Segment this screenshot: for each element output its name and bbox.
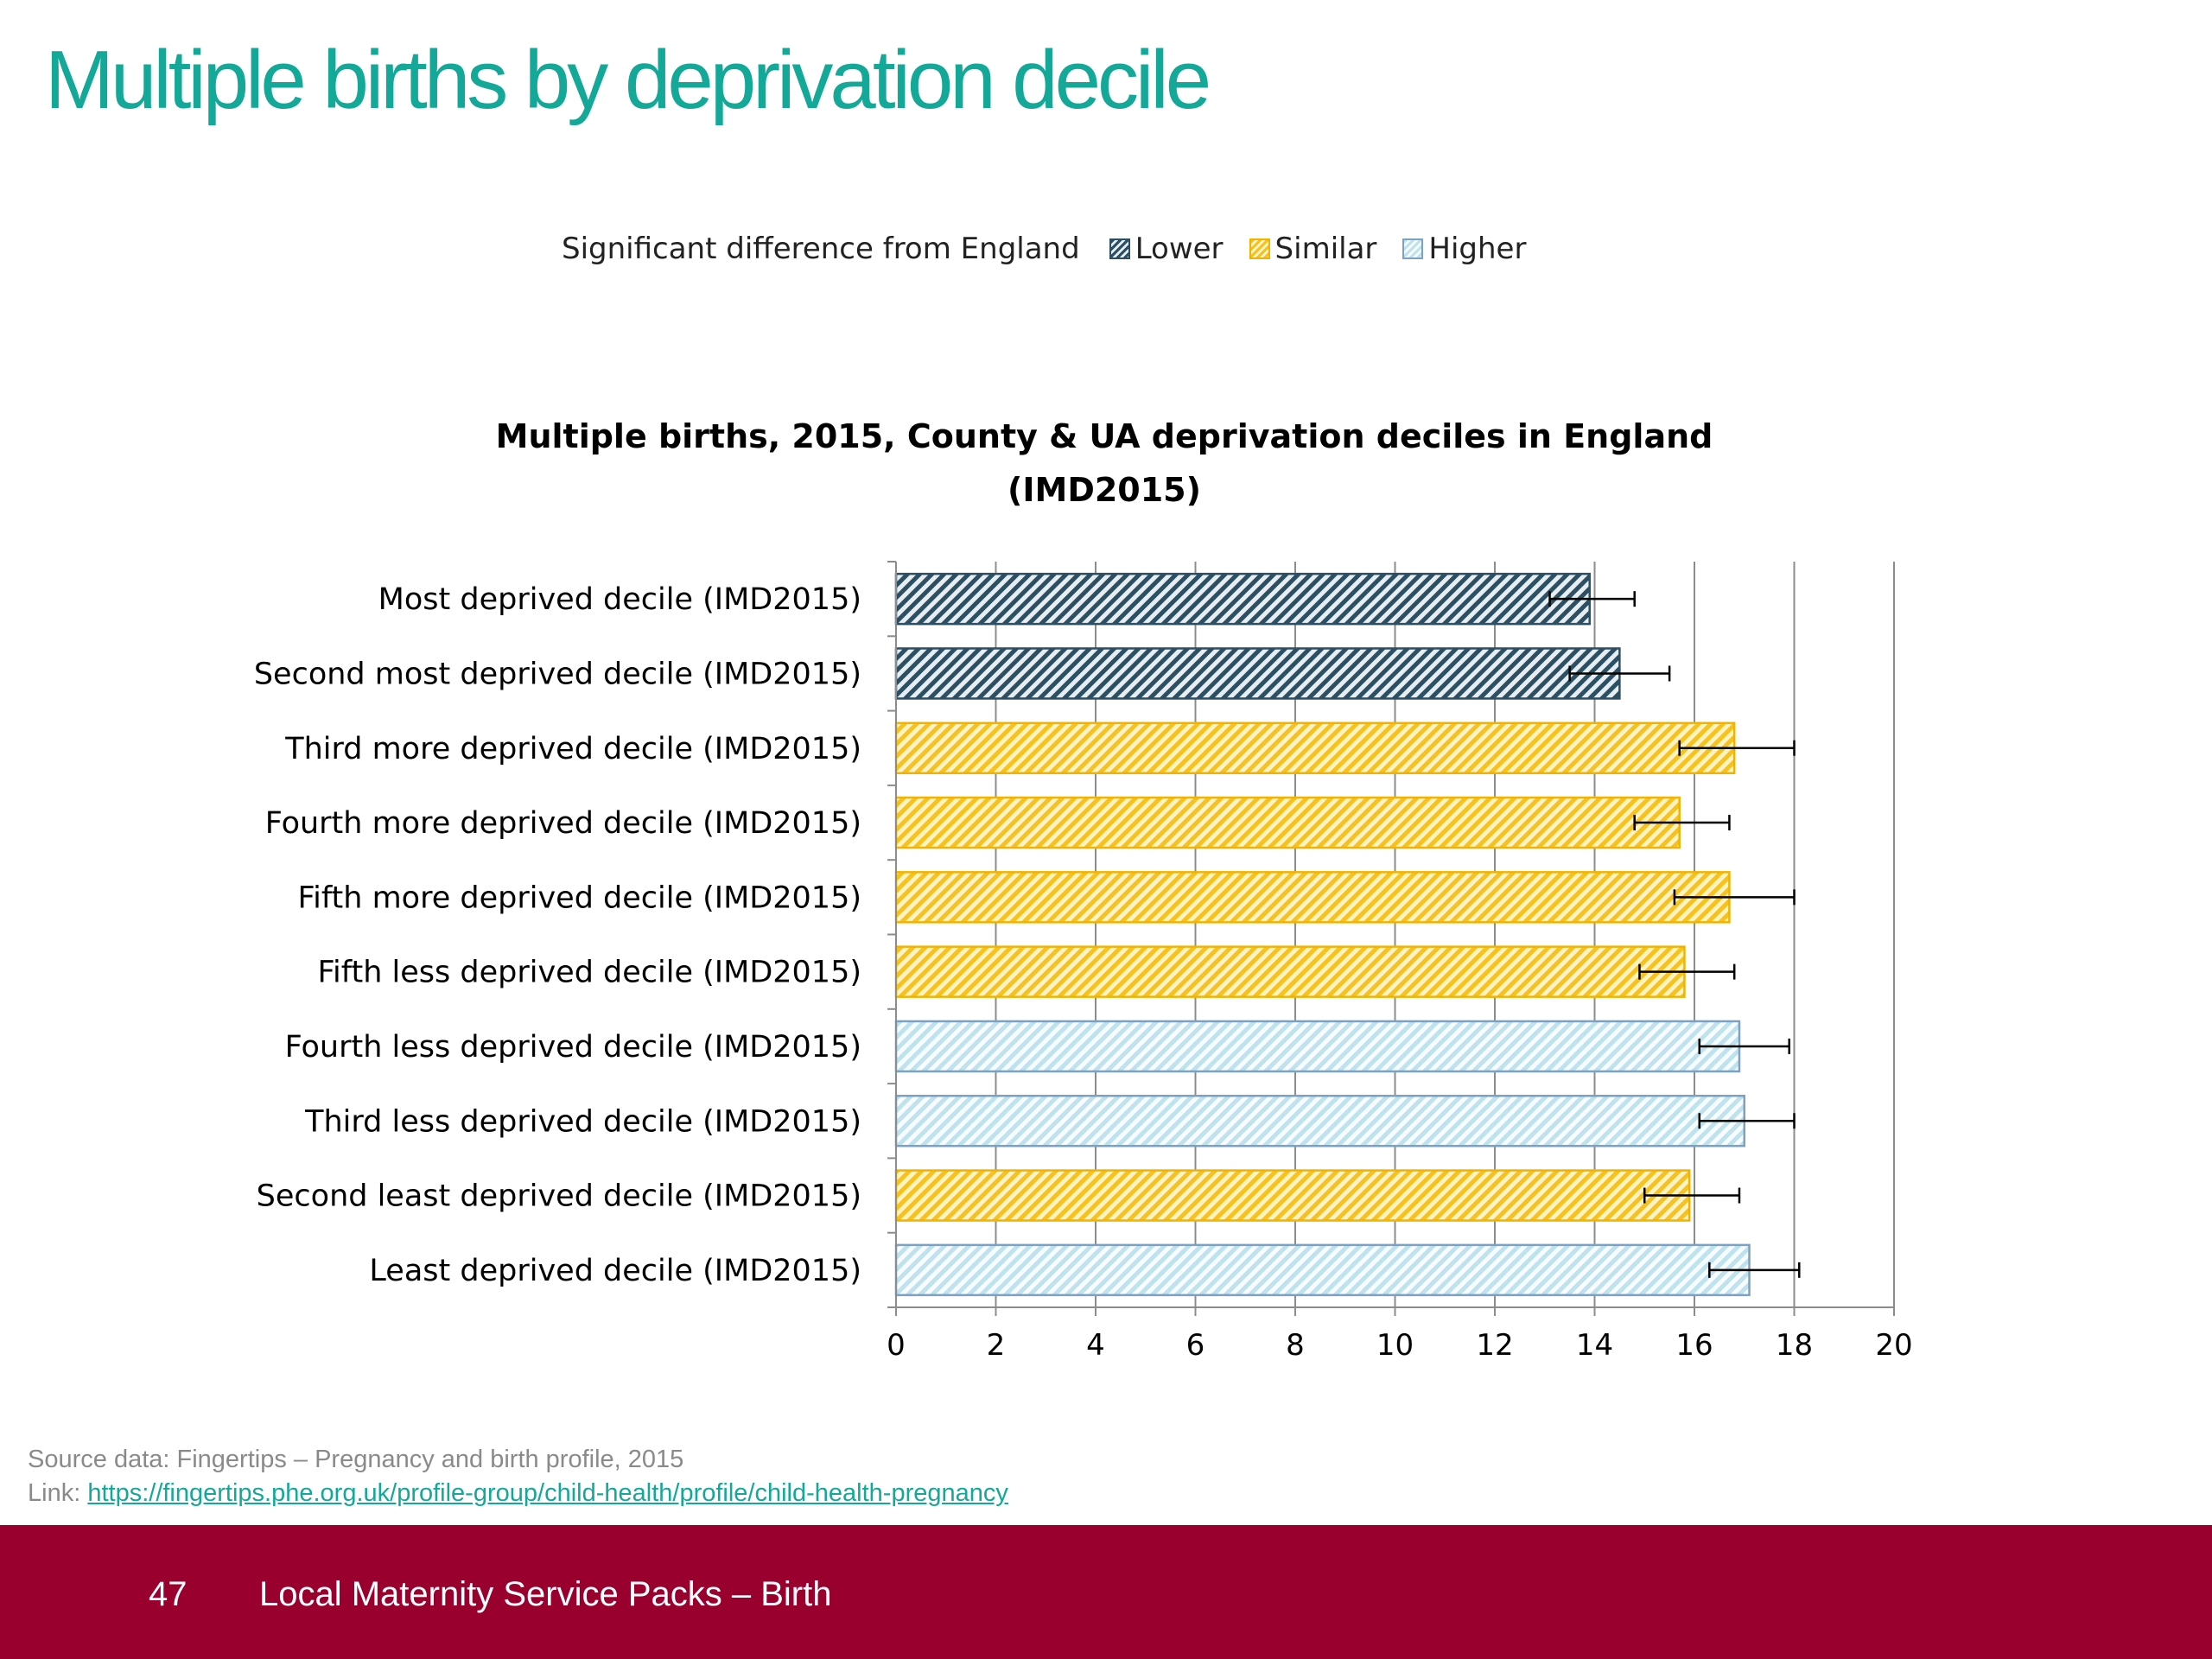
error-bars (1548, 591, 1801, 1278)
legend-item-higher: Higher (1402, 232, 1526, 266)
page-number: 47 (149, 1575, 188, 1613)
x-tick-label: 18 (1776, 1328, 1813, 1363)
x-tick-label: 4 (1086, 1328, 1105, 1363)
x-tick-label: 2 (987, 1328, 1006, 1363)
source-text: Source data: Fingertips – Pregnancy and … (28, 1446, 684, 1473)
legend-label-higher: Higher (1428, 232, 1527, 266)
bar-similar (894, 721, 1736, 774)
bar-higher (894, 1020, 1741, 1073)
bar-similar (894, 1169, 1691, 1222)
footer-bar (0, 1525, 2212, 1659)
source-link[interactable]: https://fingertips.phe.org.uk/profile-gr… (87, 1479, 1008, 1507)
source-link-line: Link: https://fingertips.phe.org.uk/prof… (28, 1477, 1008, 1510)
legend-label-lower: Lower (1135, 232, 1224, 266)
x-tick-label: 0 (887, 1328, 906, 1363)
category-labels: Most deprived decile (IMD2015) Second mos… (254, 582, 861, 1288)
x-tick-label: 14 (1576, 1328, 1613, 1363)
category-label: Second least deprived decile (IMD2015) (257, 1179, 861, 1214)
source-note: Source data: Fingertips – Pregnancy and … (28, 1443, 1008, 1510)
category-label: Fifth more deprived decile (IMD2015) (298, 880, 861, 915)
category-label: Fourth less deprived decile (IMD2015) (285, 1030, 861, 1065)
bar-similar (894, 871, 1731, 924)
footer-text: Local Maternity Service Packs – Birth (259, 1575, 832, 1613)
legend-item-lower: Lower (1109, 232, 1224, 266)
legend-swatch-similar (1249, 238, 1270, 259)
x-tick-labels: 0 2 4 6 8 10 12 14 16 18 20 (887, 1328, 1912, 1363)
category-label: Third less deprived decile (IMD2015) (304, 1104, 861, 1139)
x-tick-label: 6 (1186, 1328, 1205, 1363)
category-label: Fourth more deprived decile (IMD2015) (265, 806, 861, 841)
legend-label-similar: Similar (1274, 232, 1377, 266)
x-tick-label: 16 (1675, 1328, 1713, 1363)
bars (894, 572, 1751, 1297)
x-tick-label: 12 (1476, 1328, 1513, 1363)
chart-title-line-2: (IMD2015) (1007, 471, 1201, 509)
category-label: Most deprived decile (IMD2015) (378, 582, 861, 617)
bar-lower (894, 572, 1591, 626)
chart-title-line-1: Multiple births, 2015, County & UA depri… (496, 417, 1713, 455)
legend-item-similar: Similar (1249, 232, 1377, 266)
bar-similar (894, 796, 1681, 849)
bar-chart: Multiple births, 2015, County & UA depri… (254, 417, 1913, 1363)
category-label: Second most deprived decile (IMD2015) (254, 657, 861, 691)
bar-higher (894, 1095, 1745, 1147)
bar-higher (894, 1243, 1751, 1297)
bar-similar (894, 945, 1686, 998)
legend-swatch-higher (1402, 238, 1424, 259)
x-tick-label: 20 (1875, 1328, 1912, 1363)
legend-swatch-lower (1109, 238, 1130, 259)
axes (887, 561, 1895, 1316)
slide-title: Multiple births by deprivation decile (45, 34, 1211, 126)
x-tick-label: 10 (1376, 1328, 1414, 1363)
category-label: Least deprived decile (IMD2015) (369, 1254, 861, 1288)
category-label: Third more deprived decile (IMD2015) (284, 732, 861, 766)
bar-lower (894, 647, 1621, 700)
legend-title: Significant difference from England (562, 232, 1080, 266)
source-link-prefix: Link: (28, 1479, 88, 1507)
chart-legend: Significant difference from England Lowe… (562, 226, 1552, 271)
category-label: Fifth less deprived decile (IMD2015) (317, 956, 861, 990)
x-tick-label: 8 (1286, 1328, 1305, 1363)
